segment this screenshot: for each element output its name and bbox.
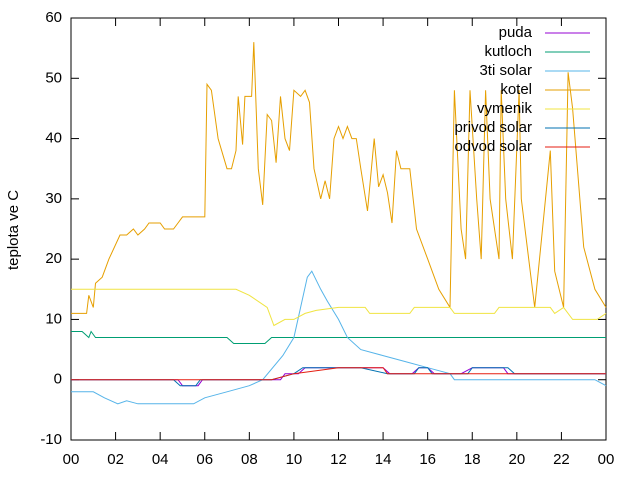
x-tick-label: 16: [419, 451, 436, 468]
x-tick-label: 08: [241, 451, 258, 468]
y-tick-label: -10: [40, 431, 62, 448]
x-tick-label: 00: [63, 451, 80, 468]
y-tick-label: 10: [45, 310, 62, 327]
y-tick-label: 50: [45, 69, 62, 86]
x-tick-label: 00: [598, 451, 615, 468]
legend-label: vymenik: [477, 100, 533, 117]
x-tick-label: 02: [107, 451, 124, 468]
series-line: [71, 42, 607, 314]
series-line: [71, 367, 606, 387]
series-line: [71, 288, 607, 327]
legend-label: odvod solar: [454, 138, 532, 155]
legend-label: kotel: [500, 81, 532, 98]
legend-label: puda: [499, 24, 533, 41]
y-tick-label: 60: [45, 9, 62, 26]
legend-label: kutloch: [484, 43, 532, 60]
legend-label: privod solar: [454, 119, 532, 136]
legend-label: 3ti solar: [479, 62, 532, 79]
series-line: [71, 330, 606, 344]
series-line: [71, 270, 607, 405]
x-tick-label: 12: [330, 451, 347, 468]
x-tick-label: 06: [196, 451, 213, 468]
x-tick-label: 14: [375, 451, 392, 468]
y-tick-label: 30: [45, 190, 62, 207]
y-tick-label: 0: [54, 371, 62, 388]
y-tick-label: 20: [45, 250, 62, 267]
x-tick-label: 18: [464, 451, 481, 468]
x-tick-label: 20: [508, 451, 525, 468]
series-line: [71, 367, 606, 387]
x-tick-label: 04: [152, 451, 169, 468]
y-tick-label: 40: [45, 130, 62, 147]
y-axis-label: teplota ve C: [5, 190, 22, 270]
x-tick-label: 22: [553, 451, 570, 468]
x-tick-label: 10: [286, 451, 303, 468]
series-line: [71, 367, 606, 381]
